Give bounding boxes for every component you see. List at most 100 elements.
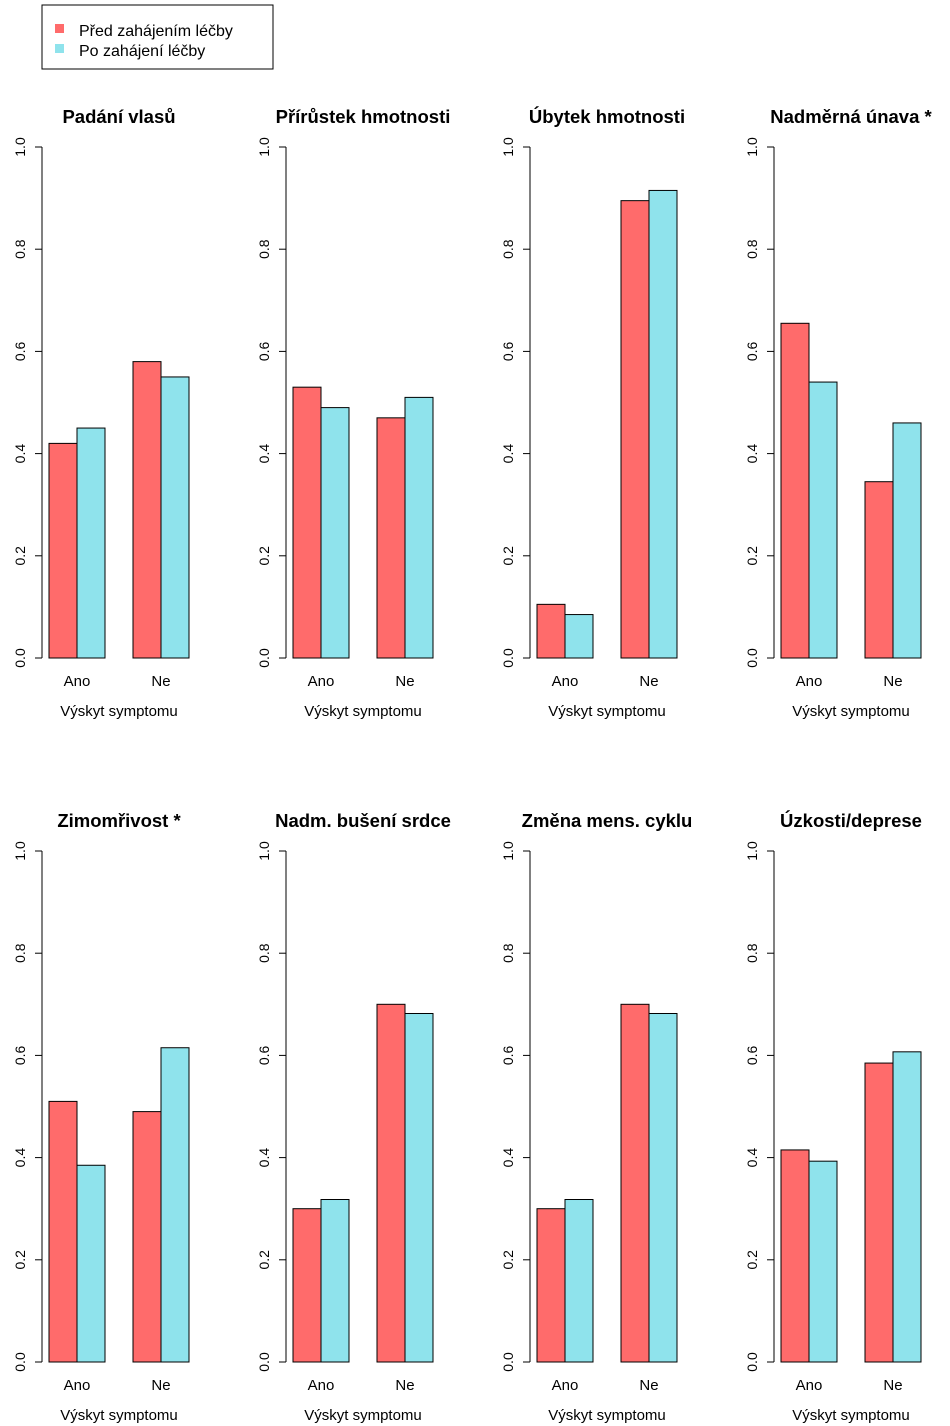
legend-swatch-before <box>55 24 64 33</box>
x-category-label: Ne <box>395 673 414 690</box>
y-tick-label: 0.4 <box>500 444 516 464</box>
y-tick-label: 0.8 <box>256 239 272 259</box>
y-tick-label: 1.0 <box>744 841 760 861</box>
x-category-label: Ne <box>639 1377 658 1394</box>
y-tick-label: 1.0 <box>12 841 28 861</box>
x-category-label: Ano <box>796 673 823 690</box>
y-tick-label: 0.0 <box>256 1352 272 1372</box>
bar <box>648 1012 678 1363</box>
y-tick-label: 1.0 <box>12 137 28 157</box>
chart-panel: Nadměrná únava * 0.0 0.2 0.4 0.6 0.8 1.0 Ano Ne V… <box>744 106 933 720</box>
bar <box>320 1199 350 1363</box>
y-tick-label: 0.8 <box>744 239 760 259</box>
y-tick-label: 0.4 <box>256 1148 272 1168</box>
y-tick-label: 0.2 <box>744 1250 760 1270</box>
x-category-label: Ne <box>151 1377 170 1394</box>
legend: Před zahájením léčby Po zahájení léčby <box>41 4 274 70</box>
chart-title: Zimomřivost * <box>57 810 181 831</box>
y-tick-label: 1.0 <box>500 841 516 861</box>
chart-panel: Padání vlasů 0.0 0.2 0.4 0.6 0.8 1.0 Ano Ne Výsky… <box>12 106 190 720</box>
bar <box>132 361 162 659</box>
y-tick-label: 0.0 <box>500 648 516 668</box>
y-tick-label: 0.0 <box>12 1352 28 1372</box>
y-tick-label: 0.8 <box>12 239 28 259</box>
chart-panel: Změna mens. cyklu 0.0 0.2 0.4 0.6 0.8 1.0 Ano Ne… <box>500 810 692 1424</box>
bar <box>864 1062 894 1363</box>
y-tick-label: 0.4 <box>12 1148 28 1168</box>
x-axis-label: Výskyt symptomu <box>548 703 666 720</box>
y-tick-label: 0.4 <box>256 444 272 464</box>
x-axis-label: Výskyt symptomu <box>60 703 178 720</box>
y-tick-label: 0.0 <box>744 648 760 668</box>
bar <box>292 1208 322 1363</box>
x-category-label: Ne <box>883 1377 902 1394</box>
chart-title: Změna mens. cyklu <box>522 810 693 831</box>
x-category-label: Ano <box>308 1377 335 1394</box>
x-category-label: Ne <box>639 673 658 690</box>
y-tick-label: 1.0 <box>256 841 272 861</box>
bar <box>536 603 566 659</box>
legend-box <box>41 4 274 70</box>
bar <box>404 396 434 659</box>
bar <box>536 1208 566 1363</box>
y-tick-label: 1.0 <box>500 137 516 157</box>
y-tick-label: 0.8 <box>12 943 28 963</box>
x-category-label: Ano <box>796 1377 823 1394</box>
panels: Padání vlasů 0.0 0.2 0.4 0.6 0.8 1.0 Ano Ne Výsky… <box>12 106 933 1424</box>
bar <box>132 1111 162 1363</box>
x-category-label: Ano <box>552 1377 579 1394</box>
y-tick-label: 0.2 <box>256 1250 272 1270</box>
chart-panel: Zimomřivost * 0.0 0.2 0.4 0.6 0.8 1.0 Ano Ne Výsk… <box>12 810 190 1424</box>
bar <box>892 422 922 659</box>
bar <box>376 1003 406 1363</box>
y-tick-label: 0.0 <box>12 648 28 668</box>
y-tick-label: 0.4 <box>500 1148 516 1168</box>
y-tick-label: 0.6 <box>12 341 28 361</box>
x-category-label: Ne <box>883 673 902 690</box>
legend-label-after: Po zahájení léčby <box>79 43 205 60</box>
bar <box>160 1047 190 1363</box>
bar <box>404 1012 434 1363</box>
x-category-label: Ano <box>308 673 335 690</box>
chart-panel: Nadm. bušení srdce 0.0 0.2 0.4 0.6 0.8 1.0 Ano N… <box>256 810 451 1424</box>
x-axis-label: Výskyt symptomu <box>304 1407 422 1424</box>
bar <box>808 381 838 659</box>
bar <box>780 322 810 659</box>
chart-title: Úzkosti/deprese <box>780 810 922 831</box>
y-tick-label: 0.2 <box>12 546 28 566</box>
bar <box>320 407 350 659</box>
chart-title: Nadm. bušení srdce <box>275 810 451 831</box>
bar <box>160 376 190 659</box>
chart-panel: Úbytek hmotnosti 0.0 0.2 0.4 0.6 0.8 1.0 Ano Ne V… <box>500 106 685 720</box>
bar <box>48 442 78 659</box>
bar <box>48 1100 78 1363</box>
y-tick-label: 0.0 <box>500 1352 516 1372</box>
y-tick-label: 0.6 <box>744 341 760 361</box>
y-tick-label: 0.6 <box>12 1045 28 1065</box>
x-axis-label: Výskyt symptomu <box>60 1407 178 1424</box>
y-tick-label: 0.0 <box>256 648 272 668</box>
bar <box>864 481 894 659</box>
chart-title: Přírůstek hmotnosti <box>276 106 451 127</box>
x-category-label: Ne <box>395 1377 414 1394</box>
y-tick-label: 0.2 <box>744 546 760 566</box>
bar <box>564 614 594 659</box>
x-category-label: Ne <box>151 673 170 690</box>
x-axis-label: Výskyt symptomu <box>548 1407 666 1424</box>
y-tick-label: 0.6 <box>256 1045 272 1065</box>
chart-title: Nadměrná únava * <box>770 106 932 127</box>
y-tick-label: 0.6 <box>500 1045 516 1065</box>
y-tick-label: 0.2 <box>500 1250 516 1270</box>
y-tick-label: 0.8 <box>256 943 272 963</box>
bar <box>780 1149 810 1363</box>
y-tick-label: 1.0 <box>744 137 760 157</box>
y-tick-label: 0.4 <box>744 1148 760 1168</box>
y-tick-label: 0.4 <box>12 444 28 464</box>
bar <box>292 386 322 659</box>
chart-title: Úbytek hmotnosti <box>529 106 685 127</box>
chart-panel: Úzkosti/deprese 0.0 0.2 0.4 0.6 0.8 1.0 Ano Ne Vý… <box>744 810 922 1424</box>
y-tick-label: 0.0 <box>744 1352 760 1372</box>
bar <box>620 200 650 659</box>
bar <box>564 1199 594 1363</box>
